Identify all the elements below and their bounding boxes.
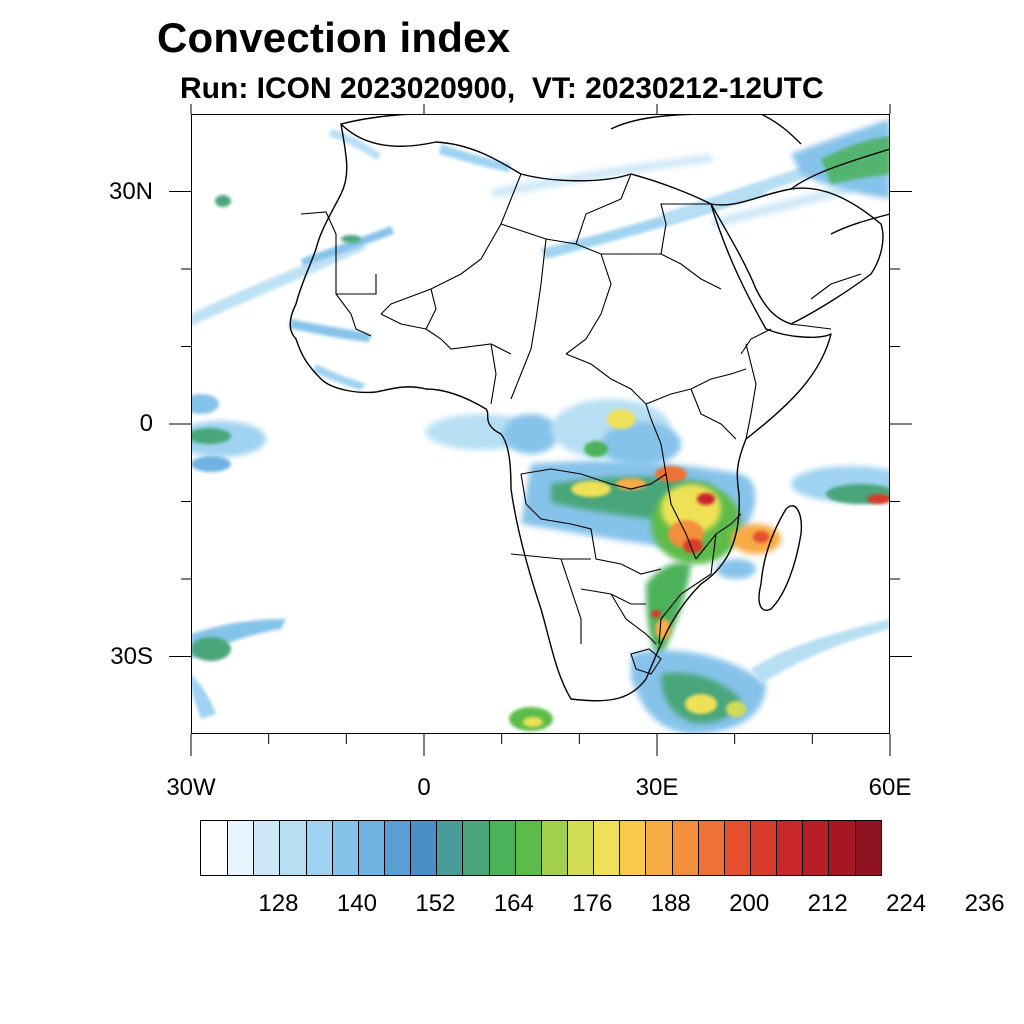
chart-subtitle: Run: ICON 2023020900, VT: 20230212-12UTC <box>180 72 824 105</box>
colorbar-box <box>697 821 724 875</box>
colorbar-box <box>279 821 306 875</box>
colorbar-box <box>305 821 332 875</box>
map-coastlines <box>289 114 890 702</box>
colorbar-box <box>854 821 881 875</box>
colorbar-box <box>383 821 411 875</box>
colorbar-box <box>514 821 541 875</box>
colorbar-box <box>227 821 254 875</box>
colorbar-box <box>462 821 489 875</box>
lat-tick-label: 30S <box>110 642 153 670</box>
colorbar-label: 200 <box>729 890 770 917</box>
colorbar-box <box>723 821 750 875</box>
map-borders <box>300 173 862 675</box>
colorbar-label: 188 <box>650 890 691 917</box>
colorbar-box <box>436 821 463 875</box>
lon-tick-label: 60E <box>868 774 912 801</box>
colorbar-box <box>540 821 567 875</box>
colorbar-label: 128 <box>258 890 299 917</box>
lon-tick-label: 0 <box>417 774 431 801</box>
map-panel <box>191 114 890 734</box>
colorbar-box <box>566 821 594 875</box>
colorbar-label: 164 <box>493 890 534 917</box>
colorbar-box <box>410 821 437 875</box>
lon-tick-label: 30W <box>166 774 216 801</box>
colorbar-box <box>593 821 620 875</box>
colorbar-box <box>802 821 829 875</box>
colorbar-box <box>828 821 855 875</box>
colorbar-label: 176 <box>572 890 613 917</box>
chart-title: Convection index <box>157 14 511 61</box>
colorbar-box <box>201 821 228 875</box>
colorbar-box <box>776 821 803 875</box>
colorbar-box <box>645 821 672 875</box>
colorbar-box <box>749 821 777 875</box>
lon-tick-label: 30E <box>635 774 679 801</box>
colorbar-label: 152 <box>415 890 456 917</box>
colorbar-box <box>253 821 280 875</box>
colorbar-box <box>357 821 384 875</box>
colorbar-box <box>619 821 646 875</box>
colorbar-box <box>488 821 515 875</box>
colorbar-label: 212 <box>807 890 848 917</box>
colorbar-box <box>331 821 358 875</box>
colorbar-box <box>671 821 698 875</box>
map-canvas <box>191 114 890 734</box>
map-frame <box>191 114 890 734</box>
lat-tick-label: 0 <box>139 410 153 437</box>
colorbar-label: 224 <box>886 890 927 917</box>
colorbar-label: 236 <box>964 890 1005 917</box>
lat-tick-label: 30N <box>108 177 153 205</box>
colorbar-label: 140 <box>336 890 377 917</box>
colorbar <box>200 820 882 876</box>
